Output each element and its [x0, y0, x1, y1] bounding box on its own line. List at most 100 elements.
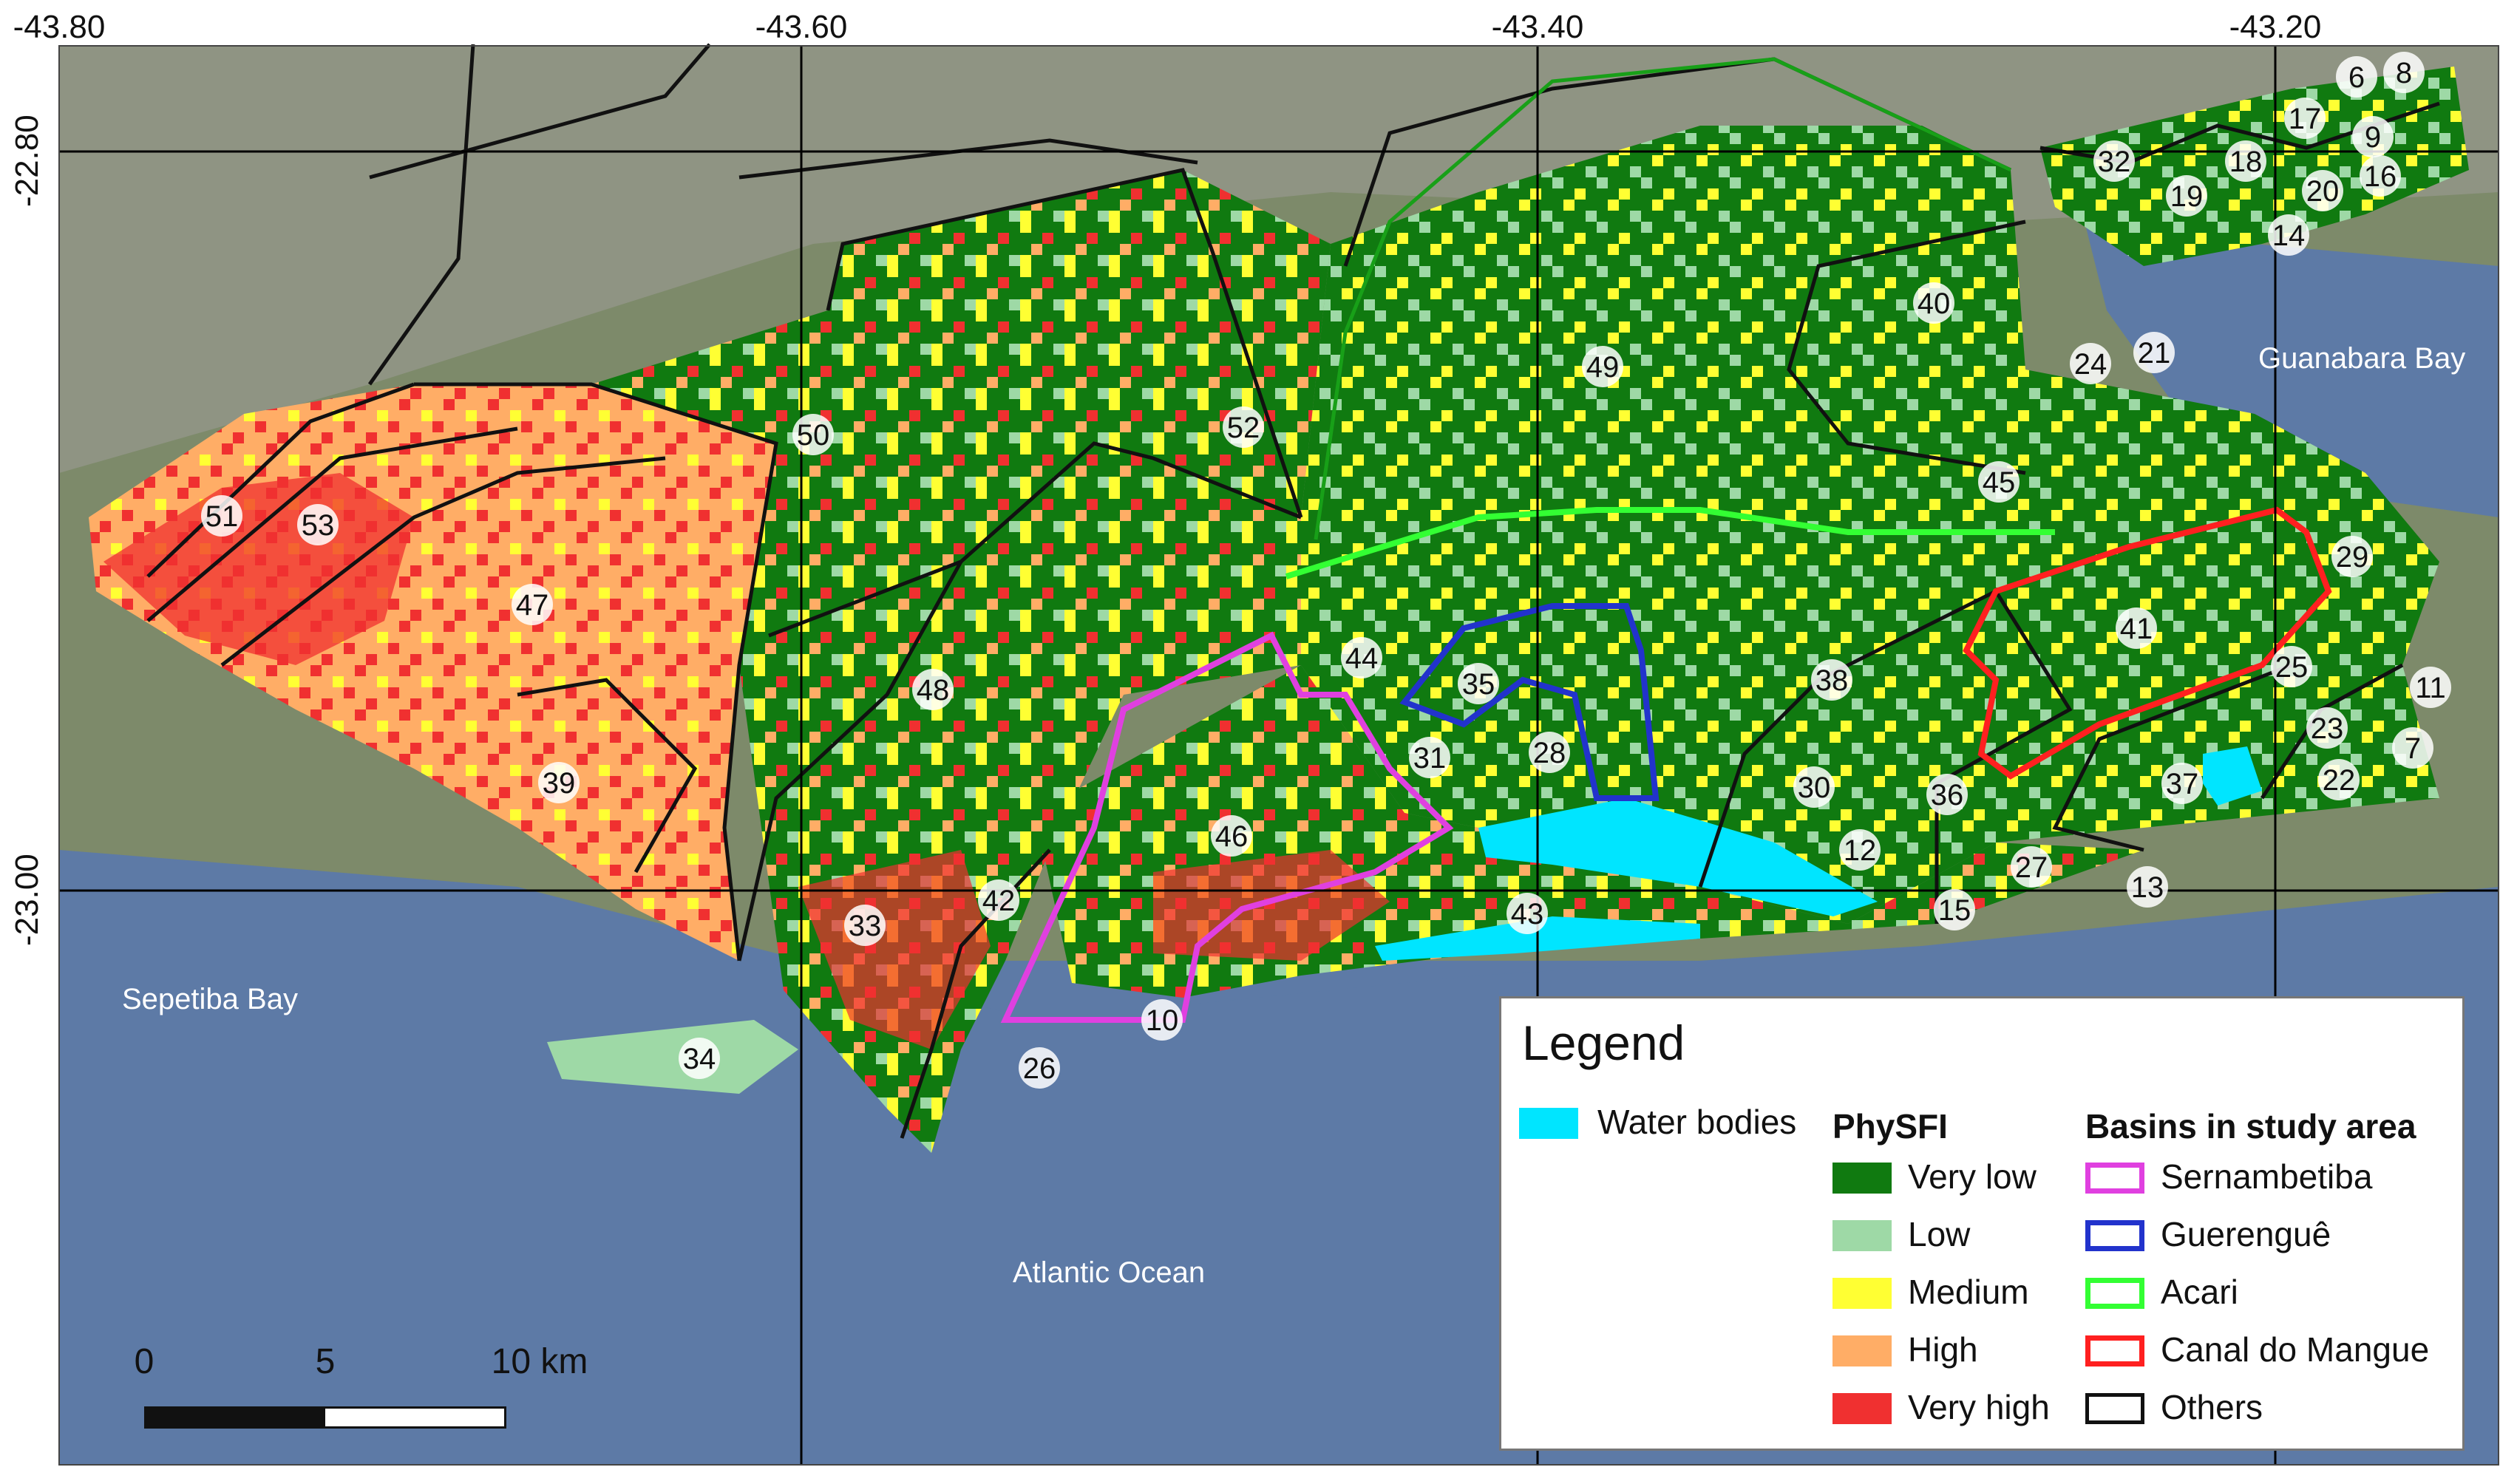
- basin-label-halo: [978, 879, 1019, 921]
- scale-segment-black: [144, 1406, 325, 1429]
- legend-physfi-very-high-swatch: [1832, 1393, 1892, 1424]
- basin-label-text: 13: [2131, 871, 2164, 904]
- legend-basin-sernambetiba-swatch: [2085, 1163, 2144, 1194]
- basin-label-21: 21: [2133, 332, 2175, 373]
- basin-label-40: 40: [1913, 282, 1954, 324]
- basin-label-text: 28: [1533, 737, 1566, 769]
- legend-physfi-very-low-label: Very low: [1908, 1157, 2037, 1196]
- basin-label-halo: [2302, 170, 2343, 211]
- basin-label-26: 26: [1019, 1047, 1060, 1089]
- basin-label-halo: [2306, 707, 2348, 749]
- basin-label-halo: [1141, 999, 1183, 1041]
- basin-label-halo: [2133, 332, 2175, 373]
- lon-label-43-40: -43.40: [1491, 9, 1584, 45]
- legend-water-label: Water bodies: [1597, 1103, 1797, 1141]
- basin-label-50: 50: [792, 414, 834, 455]
- basin-label-halo: [512, 584, 553, 625]
- basin-label-39: 39: [538, 762, 580, 803]
- basin-label-halo: [1211, 815, 1252, 857]
- scale-label-0: 0: [134, 1342, 154, 1381]
- basin-label-halo: [1341, 637, 1382, 678]
- basin-label-30: 30: [1793, 766, 1835, 808]
- basin-label-text: 20: [2306, 175, 2340, 208]
- guanabara-bay-water: [2085, 222, 2499, 517]
- basin-label-text: 27: [2015, 851, 2048, 884]
- basin-label-13: 13: [2127, 866, 2168, 908]
- basin-label-31: 31: [1409, 737, 1450, 778]
- basin-label-halo: [2166, 175, 2207, 217]
- legend-physfi-medium-label: Medium: [1908, 1273, 2029, 1311]
- basin-label-text: 46: [1215, 820, 1249, 853]
- basin-label-10: 10: [1141, 999, 1183, 1041]
- basin-label-text: 15: [1938, 894, 1971, 927]
- basin-label-text: 18: [2229, 146, 2263, 178]
- basin-label-51: 51: [201, 495, 242, 537]
- basin-label-8: 8: [2383, 52, 2425, 93]
- lat-label-23-00: -23.00: [9, 854, 45, 946]
- water-lagoon-rodrigo: [2203, 746, 2262, 806]
- basin-label-text: 12: [1844, 834, 1877, 867]
- basin-label-text: 43: [1511, 898, 1544, 930]
- legend-physfi-low-swatch: [1832, 1220, 1892, 1251]
- basin-label-text: 8: [2396, 57, 2412, 89]
- legend-physfi-header: PhySFI: [1832, 1107, 1948, 1146]
- lon-label-43-20: -43.20: [2229, 9, 2322, 45]
- basin-label-text: 44: [1345, 642, 1379, 675]
- legend-basin-guerengue-swatch: [2085, 1220, 2144, 1251]
- basin-label-halo: [2271, 646, 2312, 687]
- basin-label-halo: [1582, 346, 1623, 387]
- basin-label-32: 32: [2093, 140, 2135, 182]
- legend-basin-canal-do-mangue-label: Canal do Mangue: [2161, 1330, 2430, 1369]
- legend-panel: Legend Water bodies PhySFI Basins in stu…: [1499, 996, 2465, 1451]
- basin-label-19: 19: [2166, 175, 2207, 217]
- basin-label-25: 25: [2271, 646, 2312, 687]
- basin-label-37: 37: [2161, 763, 2203, 804]
- basin-label-text: 26: [1023, 1052, 1056, 1085]
- basin-label-halo: [1811, 659, 1852, 701]
- basin-label-halo: [538, 762, 580, 803]
- basin-label-text: 32: [2098, 146, 2131, 178]
- basin-label-41: 41: [2116, 607, 2157, 649]
- legend-physfi-high-label: High: [1908, 1330, 1978, 1369]
- basin-label-18: 18: [2225, 140, 2266, 182]
- basin-label-text: 6: [2348, 61, 2365, 94]
- basin-label-text: 35: [1462, 668, 1495, 701]
- basin-label-halo: [2161, 763, 2203, 804]
- basin-label-text: 36: [1931, 779, 1964, 811]
- basin-label-halo: [1839, 829, 1881, 871]
- basin-label-38: 38: [1811, 659, 1852, 701]
- scale-label-5: 5: [315, 1342, 336, 1381]
- basin-label-halo: [201, 495, 242, 537]
- basin-label-text: 33: [849, 910, 882, 942]
- basin-label-halo: [1019, 1047, 1060, 1089]
- legend-physfi-low-label: Low: [1908, 1215, 1971, 1253]
- basin-label-16: 16: [2360, 155, 2401, 197]
- basin-label-text: 23: [2311, 712, 2344, 745]
- basin-label-halo: [2116, 607, 2157, 649]
- basin-label-15: 15: [1934, 889, 1975, 930]
- basin-label-halo: [2410, 667, 2451, 708]
- basin-label-42: 42: [978, 879, 1019, 921]
- basin-label-35: 35: [1458, 663, 1499, 704]
- basin-label-7: 7: [2392, 727, 2433, 769]
- basin-label-text: 10: [1146, 1004, 1179, 1037]
- basin-label-9: 9: [2352, 116, 2394, 157]
- basin-label-48: 48: [912, 669, 954, 710]
- scale-bar: 0 5 10 km: [135, 1341, 588, 1429]
- basin-label-17: 17: [2284, 98, 2326, 139]
- basin-label-halo: [792, 414, 834, 455]
- basin-label-halo: [1409, 737, 1450, 778]
- basin-label-halo: [2383, 52, 2425, 93]
- basin-label-text: 11: [2415, 672, 2446, 704]
- basin-label-text: 53: [302, 509, 335, 542]
- basin-label-49: 49: [1582, 346, 1623, 387]
- basin-label-halo: [2011, 846, 2052, 888]
- basin-label-text: 7: [2405, 732, 2421, 765]
- very-high-zone-south: [798, 850, 991, 1049]
- map-border: [58, 45, 2499, 1466]
- basin-label-47: 47: [512, 584, 553, 625]
- basin-label-halo: [2093, 140, 2135, 182]
- legend-physfi-medium-swatch: [1832, 1278, 1892, 1309]
